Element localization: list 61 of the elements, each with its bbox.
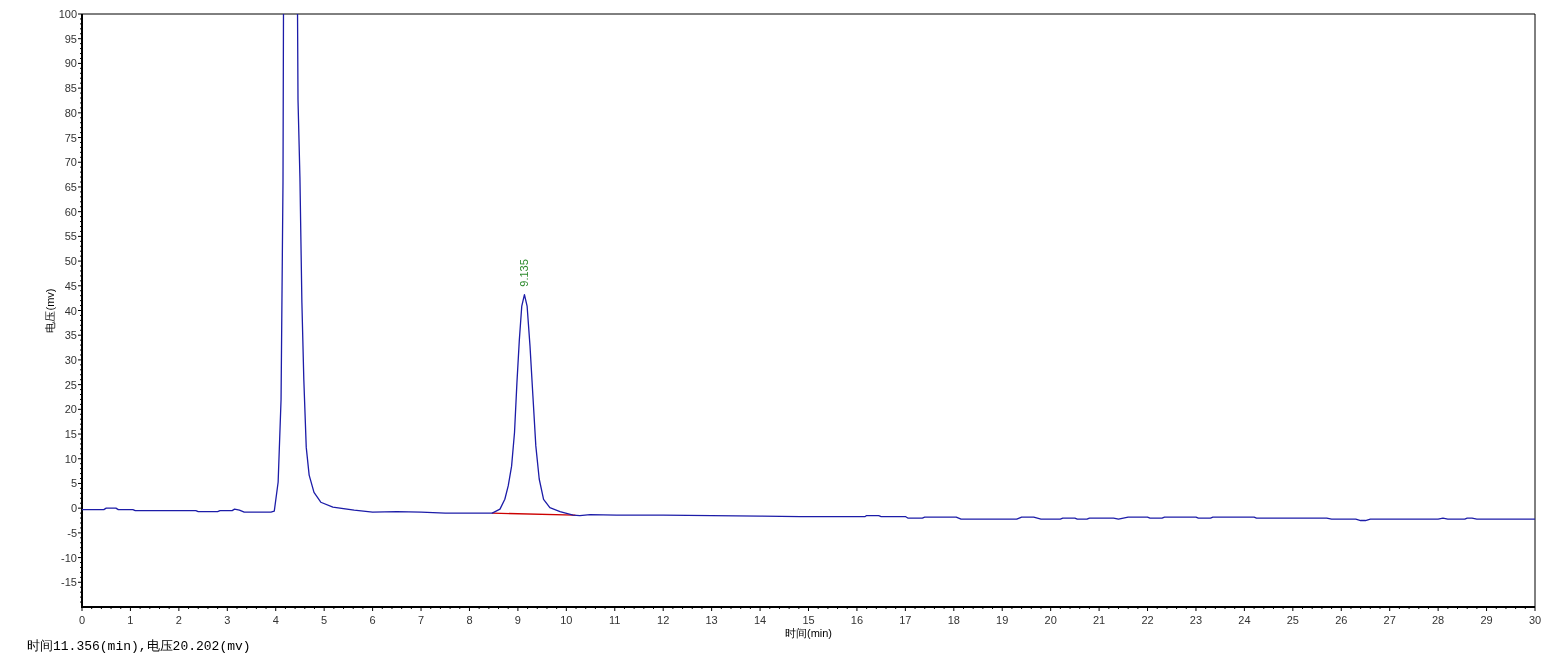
x-tick-label: 14 — [753, 614, 767, 626]
y-axis-title: 电压(mv) — [44, 288, 56, 333]
x-tick-label: 10 — [560, 614, 573, 626]
x-tick-label: 9 — [514, 614, 521, 626]
x-tick-label: 28 — [1432, 614, 1445, 626]
x-tick-label: 25 — [1286, 614, 1299, 626]
x-tick-label: 21 — [1092, 614, 1106, 626]
y-tick-label: 35 — [64, 329, 77, 342]
x-tick-label: 2 — [175, 614, 182, 626]
y-tick-label: 10 — [64, 452, 77, 465]
line-series — [296, 14, 1535, 522]
y-tick-label: 70 — [64, 156, 77, 169]
x-tick-label: 16 — [850, 614, 864, 626]
x-tick-label: 24 — [1238, 614, 1251, 626]
y-tick-label: 90 — [64, 57, 77, 70]
x-tick-label: 13 — [705, 614, 718, 626]
line-series — [82, 14, 285, 513]
y-tick-label: 85 — [64, 82, 77, 95]
x-tick-label: 29 — [1480, 614, 1493, 626]
y-tick-label: 20 — [64, 403, 77, 416]
y-tick-label: 100 — [58, 8, 77, 20]
y-tick-label: -10 — [61, 551, 77, 564]
y-tick-label: 40 — [64, 304, 77, 317]
x-tick-label: 12 — [657, 614, 670, 626]
y-tick-label: 80 — [64, 106, 77, 119]
x-tick-label: 27 — [1383, 614, 1396, 626]
x-tick-label: 4 — [272, 614, 279, 626]
annotation: 9.135 — [518, 259, 531, 287]
x-tick-label: 7 — [417, 614, 425, 626]
x-tick-label: 30 — [1528, 614, 1542, 626]
y-tick-label: -15 — [61, 576, 77, 589]
x-tick-label: 18 — [947, 614, 960, 626]
x-tick-label: 19 — [996, 614, 1009, 626]
y-tick-label: 95 — [64, 32, 77, 45]
x-axis-title: 时间(min) — [784, 627, 833, 639]
x-tick-label: 11 — [609, 614, 621, 626]
y-tick-label: 55 — [64, 230, 77, 243]
y-tick-label: 45 — [64, 279, 77, 292]
y-tick-label: 75 — [64, 131, 77, 144]
text: 时间11.356(min),电压20.202(mv) — [27, 639, 251, 654]
x-tick-label: 17 — [899, 614, 912, 626]
x-tick-label: 15 — [802, 614, 815, 626]
y-tick-label: 30 — [64, 353, 77, 366]
x-tick-label: 5 — [321, 614, 328, 626]
x-tick-label: 0 — [78, 614, 86, 626]
y-tick-label: 65 — [64, 180, 77, 193]
x-tick-label: 26 — [1335, 614, 1348, 626]
y-tick-label: 0 — [70, 502, 77, 515]
y-tick-label: 5 — [70, 477, 77, 490]
x-tick-label: 23 — [1189, 614, 1203, 626]
x-tick-label: 1 — [127, 614, 134, 626]
y-tick-label: 60 — [64, 205, 77, 218]
x-tick-label: 3 — [224, 614, 231, 626]
y-tick-label: 15 — [64, 428, 77, 441]
y-tick-label: 50 — [64, 255, 77, 268]
x-tick-label: 6 — [369, 614, 376, 626]
x-tick-label: 20 — [1044, 614, 1057, 626]
y-tick-label: -5 — [67, 526, 77, 539]
x-tick-label: 22 — [1141, 614, 1154, 626]
y-tick-label: 25 — [64, 378, 77, 391]
x-tick-label: 8 — [466, 614, 473, 626]
